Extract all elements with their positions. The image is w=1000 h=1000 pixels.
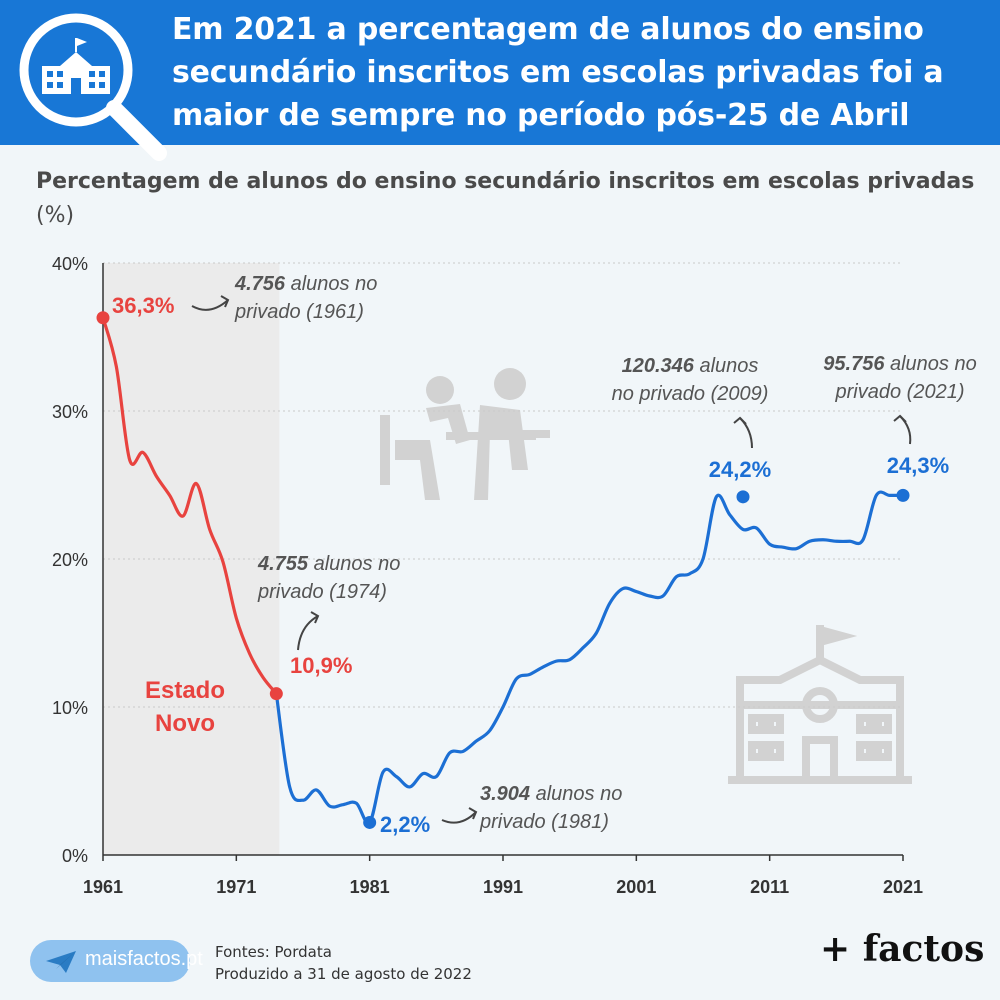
annotation-arrow bbox=[739, 417, 753, 449]
y-tick-label: 20% bbox=[52, 550, 88, 570]
highlight-point bbox=[269, 687, 283, 701]
x-tick-label: 1991 bbox=[483, 877, 523, 897]
y-tick-label: 0% bbox=[62, 846, 88, 866]
annotation-line: 95.756 alunos no bbox=[823, 353, 976, 375]
annotation-line: privado (1961) bbox=[234, 301, 364, 323]
annotation-arrow bbox=[191, 299, 229, 311]
x-tick-label: 1971 bbox=[216, 877, 256, 897]
annotation-line: 4.756 alunos no bbox=[234, 273, 377, 295]
produced-line: Produzido a 31 de agosto de 2022 bbox=[215, 965, 472, 983]
annotation-line: 3.904 alunos no bbox=[480, 783, 622, 805]
annotation-arrowhead bbox=[220, 295, 230, 308]
school-building-icon bbox=[728, 625, 912, 784]
annotation-arrowhead bbox=[733, 416, 747, 425]
students-at-desks-icon bbox=[380, 368, 550, 500]
highlight-value-label: 24,2% bbox=[709, 457, 771, 482]
website-label: maisfactos.pt bbox=[85, 948, 203, 970]
chart-unit: (%) bbox=[36, 203, 75, 228]
annotation-line: privado (1981) bbox=[479, 811, 609, 833]
y-tick-label: 40% bbox=[52, 254, 88, 274]
highlight-value-label: 10,9% bbox=[290, 653, 352, 678]
annotation-arrow bbox=[297, 615, 319, 651]
series-line bbox=[274, 490, 903, 825]
x-tick-label: 1961 bbox=[83, 877, 123, 897]
highlight-point bbox=[736, 490, 750, 504]
highlight-point bbox=[896, 488, 910, 502]
sources-block: Fontes: Pordata Produzido a 31 de agosto… bbox=[215, 941, 472, 985]
page-title: Em 2021 a percentagem de alunos do ensin… bbox=[172, 12, 944, 133]
annotation-line: 120.346 alunos bbox=[622, 355, 759, 377]
annotation-line: privado (1974) bbox=[257, 581, 387, 603]
chart-subtitle: Percentagem de alunos do ensino secundár… bbox=[36, 169, 975, 194]
annotation-line: 4.755 alunos no bbox=[257, 553, 400, 575]
series-line bbox=[101, 317, 278, 695]
annotation-arrowhead bbox=[893, 414, 907, 423]
highlight-value-label: 36,3% bbox=[112, 293, 174, 318]
x-tick-label: 2011 bbox=[750, 877, 789, 897]
annotation-line: privado (2021) bbox=[835, 381, 965, 403]
highlight-point bbox=[363, 815, 377, 829]
y-tick-label: 10% bbox=[52, 698, 88, 718]
website-link[interactable]: maisfactos.pt bbox=[30, 940, 203, 982]
paper-plane-icon bbox=[46, 951, 76, 973]
source-line: Fontes: Pordata bbox=[215, 943, 332, 961]
annotation-arrowhead bbox=[468, 807, 478, 820]
highlight-value-label: 2,2% bbox=[380, 812, 430, 837]
x-tick-label: 1981 bbox=[350, 877, 390, 897]
header-banner: Em 2021 a percentagem de alunos do ensin… bbox=[0, 0, 1000, 145]
region-label: Novo bbox=[155, 710, 215, 737]
annotation-arrowhead bbox=[310, 611, 320, 624]
region-label: Estado bbox=[145, 677, 225, 704]
annotation-line: no privado (2009) bbox=[612, 383, 769, 405]
annotation-arrow bbox=[441, 811, 477, 824]
highlight-value-label: 24,3% bbox=[887, 453, 949, 478]
brand-logo: + factos bbox=[820, 928, 985, 970]
y-tick-label: 30% bbox=[52, 402, 88, 422]
x-tick-label: 2021 bbox=[883, 877, 923, 897]
x-tick-label: 2001 bbox=[616, 877, 656, 897]
highlight-point bbox=[96, 311, 110, 325]
school-magnifier-icon bbox=[19, 13, 167, 161]
